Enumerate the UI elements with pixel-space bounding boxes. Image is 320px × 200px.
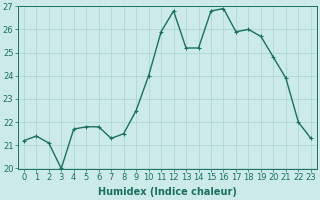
X-axis label: Humidex (Indice chaleur): Humidex (Indice chaleur) (98, 187, 237, 197)
